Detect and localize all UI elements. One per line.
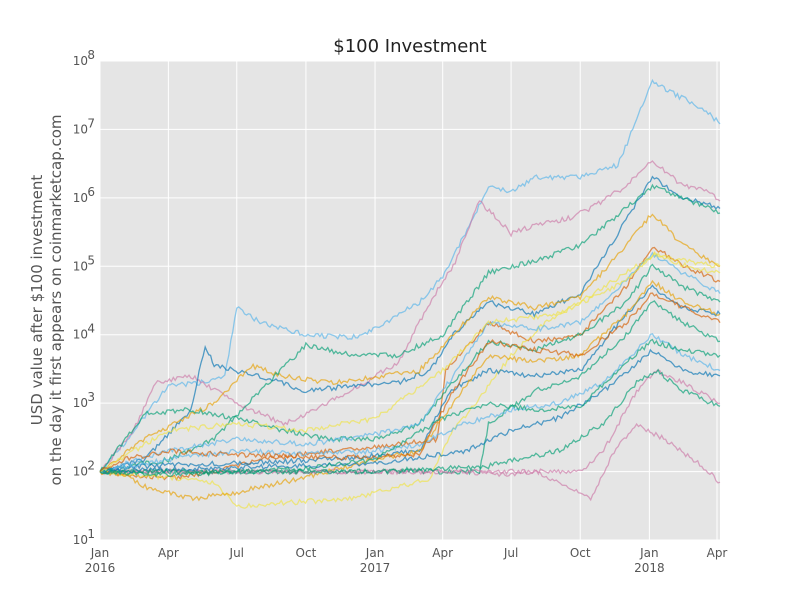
y-tick-exponent: 6 <box>87 185 95 199</box>
series-line <box>99 338 721 478</box>
series-line <box>99 251 721 473</box>
y-tick-label: 10 <box>73 533 88 547</box>
series-line <box>99 251 721 474</box>
x-tick-year-label: 2017 <box>360 561 391 575</box>
y-tick-label: 10 <box>73 465 88 479</box>
y-tick-exponent: 3 <box>87 390 95 404</box>
series-line <box>99 284 721 474</box>
x-tick-label: Jan <box>365 546 385 560</box>
x-tick-year-label: 2018 <box>634 561 665 575</box>
y-tick-label: 10 <box>73 191 88 205</box>
x-tick-label: Apr <box>707 546 728 560</box>
series-lines <box>99 78 721 509</box>
y-tick-label: 10 <box>73 259 88 273</box>
x-tick-label: Jan <box>639 546 659 560</box>
y-axis-title-line-1: USD value after $100 investment <box>28 175 46 426</box>
y-tick-label: 10 <box>73 54 88 68</box>
x-tick-label: Jul <box>229 546 244 560</box>
series-line <box>99 160 721 473</box>
x-tick-label: Oct <box>296 546 317 560</box>
series-line <box>99 292 721 473</box>
x-tick-label: Jan <box>90 546 110 560</box>
series-line <box>99 175 721 473</box>
y-tick-label: 10 <box>73 396 88 410</box>
y-tick-exponent: 1 <box>87 527 95 541</box>
x-tick-label: Jul <box>503 546 518 560</box>
series-line <box>99 263 721 472</box>
series-line <box>99 78 721 472</box>
y-tick-label: 10 <box>73 122 88 136</box>
gridlines <box>99 60 720 541</box>
y-tick-exponent: 4 <box>87 322 95 336</box>
x-tick-label: Oct <box>570 546 591 560</box>
y-tick-exponent: 7 <box>87 116 95 130</box>
y-tick-exponent: 5 <box>87 253 95 267</box>
chart-title: $100 Investment <box>333 36 486 57</box>
series-line <box>99 183 721 474</box>
y-tick-label: 10 <box>73 328 88 342</box>
y-axis-title: USD value after $100 investment on the d… <box>28 114 65 485</box>
x-tick-year-label: 2016 <box>85 561 116 575</box>
y-tick-exponent: 8 <box>87 48 95 62</box>
y-tick-exponent: 2 <box>87 459 95 473</box>
plot-area-background <box>100 61 720 540</box>
x-tick-label: Apr <box>158 546 179 560</box>
series-line <box>99 348 721 475</box>
y-axis-title-line-2: on the day it first appears on coinmarke… <box>47 114 65 485</box>
x-tick-label: Apr <box>432 546 453 560</box>
series-line <box>99 252 721 509</box>
